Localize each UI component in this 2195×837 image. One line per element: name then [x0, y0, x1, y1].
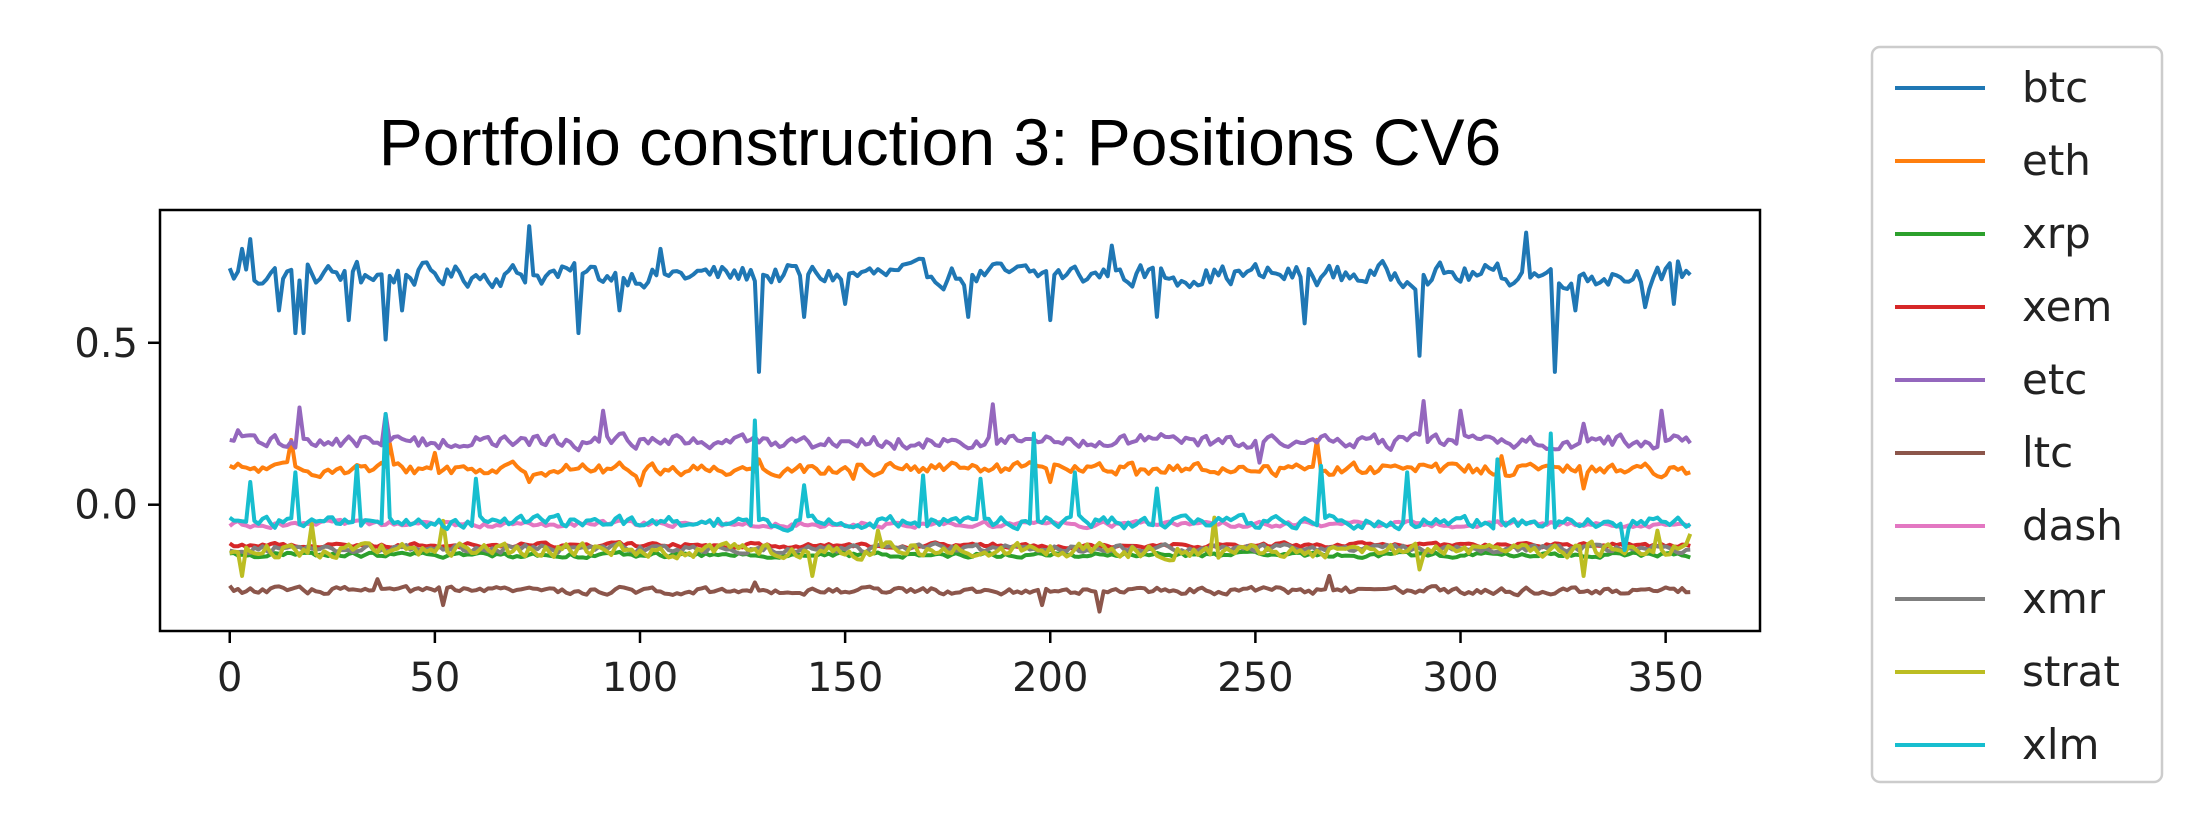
series-line-strat [229, 515, 1693, 578]
x-tick-label: 350 [1627, 655, 1703, 701]
legend-label-dash: dash [2022, 501, 2123, 550]
series-line-eth [228, 437, 1691, 491]
x-tick-label: 0 [217, 655, 242, 701]
legend-label-strat: strat [2022, 647, 2120, 696]
y-axis: 0.0 0.5 [74, 321, 160, 529]
legend-label-xmr: xmr [2022, 574, 2106, 623]
series-line-xlm [228, 412, 1692, 553]
legend-label-ltc: ltc [2022, 428, 2073, 477]
legend-label-btc: btc [2022, 63, 2088, 112]
x-tick-label: 50 [409, 655, 460, 701]
y-tick-label: 0.5 [74, 321, 138, 367]
legend-label-xlm: xlm [2022, 720, 2099, 769]
legend: btc eth xrp xem etc ltc dash xmr strat xlm [1870, 45, 2164, 784]
legend-label-eth: eth [2022, 136, 2091, 185]
x-tick-label: 150 [807, 655, 883, 701]
plot-frame [158, 208, 1762, 633]
series-line-btc [227, 224, 1692, 374]
chart-title: Portfolio construction 3: Positions CV6 [379, 105, 1502, 179]
series-line-ltc [228, 573, 1691, 614]
legend-label-xrp: xrp [2022, 209, 2091, 258]
legend-label-xem: xem [2022, 282, 2112, 331]
legend-label-etc: etc [2022, 355, 2087, 404]
y-tick-label: 0.0 [74, 483, 138, 529]
x-tick-label: 100 [602, 655, 678, 701]
x-tick-label: 300 [1422, 655, 1498, 701]
x-tick-label: 200 [1012, 655, 1088, 701]
x-tick-label: 250 [1217, 655, 1293, 701]
series-layer [227, 224, 1693, 614]
series-line-xem [228, 539, 1691, 551]
series-line-etc [229, 399, 1692, 465]
x-axis: 0 50 100 150 200 250 300 350 [217, 631, 1704, 701]
